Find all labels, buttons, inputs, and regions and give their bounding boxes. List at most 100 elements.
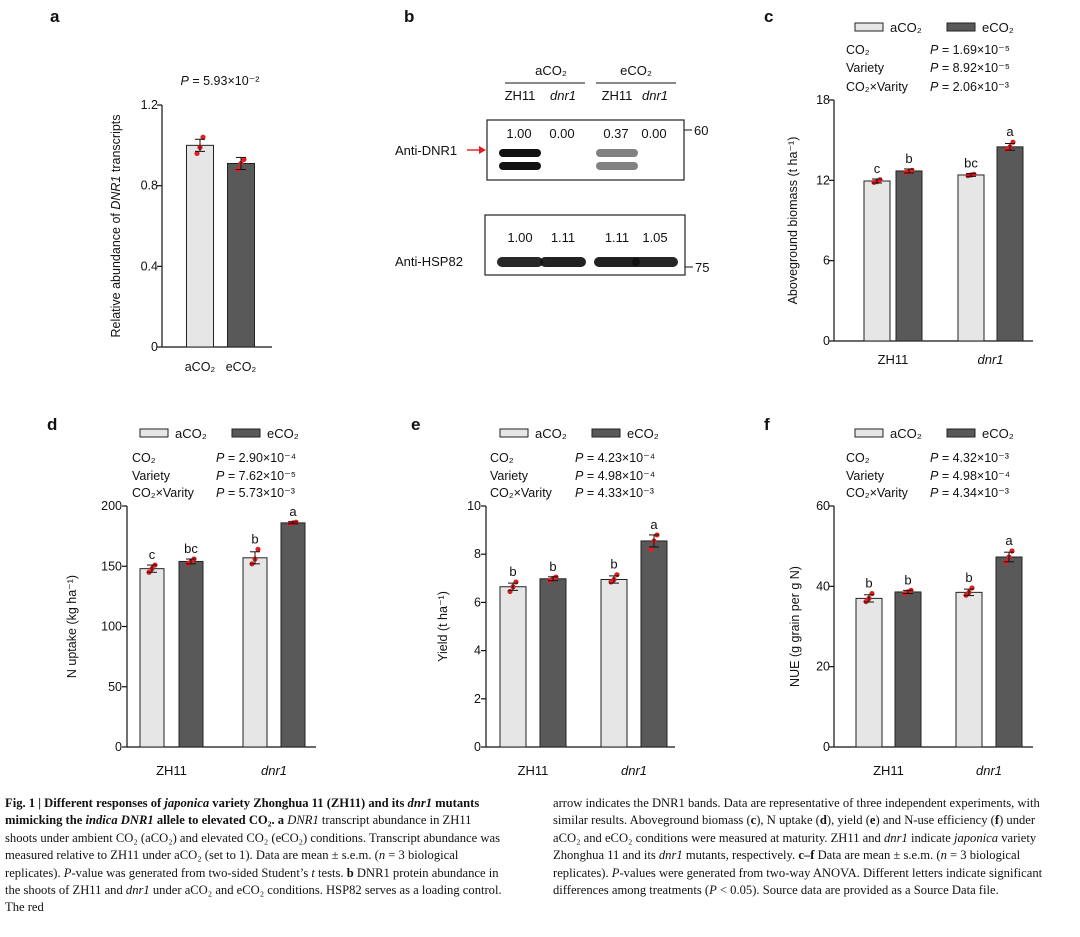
caption-run: t [311, 865, 315, 880]
caption-run: f [994, 813, 1000, 828]
bar-dnr1-eco2 [996, 146, 1024, 342]
legend-swatch-aco2 [854, 22, 884, 32]
caption-run: DNR1 protein abundance in the shoots of … [5, 865, 499, 898]
bar-dnr1-eco2 [995, 556, 1023, 748]
blot-dnr1-value: 0.00 [641, 126, 666, 141]
stat-p-text: = 5.73×10⁻³ [224, 486, 295, 500]
caption-paragraph-right: arrow indicates the DNR1 bands. Data are… [553, 795, 1063, 899]
stat-p-symbol: P [930, 61, 939, 75]
legend: aCO₂ eCO₂ [854, 426, 1014, 441]
p-value-label: P = 5.93×10⁻² [181, 74, 260, 88]
bar-dnr1-eco2 [280, 522, 306, 748]
stat-p-text: = 1.69×10⁻⁵ [938, 43, 1010, 57]
stat-p-symbol: P [575, 486, 584, 500]
caption-run: japonica [164, 796, 210, 810]
stat-p-value: P = 4.98×10⁻⁴ [930, 469, 1010, 483]
significance-letter: c [874, 161, 881, 176]
y-tick-label: 2 [474, 692, 481, 706]
caption-run: ) and N-use efficiency ( [875, 813, 995, 828]
panel-f-chart: 0 20 40 60 NUE (g grain per g N) aCO₂ eCO₂ CO₂ P… [788, 426, 1033, 778]
bar-dnr1-aco2 [600, 579, 628, 748]
legend-swatch-eco2 [946, 22, 976, 32]
stat-factor-label: CO₂×Varity [132, 486, 195, 500]
significance-letter: b [965, 570, 972, 585]
caption-run: dnr1 [884, 830, 908, 845]
caption-run: variety Zhonghua 11 and its [553, 830, 1037, 863]
bar-zh11-aco2 [863, 180, 891, 342]
caption-paragraph-left: Fig. 1 | Different responses of japonica… [5, 795, 505, 917]
blot-hsp82-value: 1.05 [642, 230, 667, 245]
stat-factor-label: Variety [846, 61, 885, 75]
caption-run: allele to elevated CO₂. [153, 813, 278, 828]
blot-hsp82-value: 1.00 [507, 230, 532, 245]
significance-letter: b [904, 572, 911, 587]
legend-swatch-eco2 [231, 428, 261, 438]
stat-p-text: = 7.62×10⁻⁵ [224, 469, 296, 483]
stat-p-text: = 8.92×10⁻⁵ [938, 61, 1010, 75]
bar-zh11-eco2 [178, 560, 204, 748]
y-tick-label: 0 [823, 334, 830, 348]
y-tick-label: 10 [467, 499, 481, 513]
blot-band [499, 149, 541, 157]
caption-run: P [709, 883, 717, 898]
y-tick-label: 1.2 [141, 98, 158, 112]
data-point [869, 590, 875, 597]
bar-dnr1-aco2 [955, 591, 983, 748]
stat-p-value: P = 4.32×10⁻³ [930, 451, 1009, 465]
x-category-label: eCO₂ [226, 360, 257, 374]
blot-band [540, 257, 586, 267]
stat-p-value: P = 4.23×10⁻⁴ [575, 451, 655, 465]
stat-p-symbol: P [930, 43, 939, 57]
blot-dnr1-value: 1.00 [506, 126, 531, 141]
y-axis-label: NUE (g grain per g N) [788, 566, 802, 687]
stat-p-value: P = 4.33×10⁻³ [575, 486, 654, 500]
blot-marker-60: 60 [694, 123, 708, 138]
legend-swatch-eco2 [946, 428, 976, 438]
caption-run: dnr1 [658, 848, 683, 863]
stat-p-value: P = 7.62×10⁻⁵ [216, 469, 296, 483]
legend-label-aco2: aCO₂ [175, 426, 207, 441]
stat-factor-label: CO₂ [846, 43, 870, 57]
data-point [255, 546, 261, 552]
figure-caption-right: arrow indicates the DNR1 bands. Data are… [553, 795, 1063, 899]
significance-letter: b [549, 559, 556, 574]
blot-dnr1-value: 0.00 [549, 126, 574, 141]
x-group-label: ZH11 [873, 763, 904, 778]
stat-factor-label: CO₂ [846, 451, 870, 465]
x-group-label: ZH11 [878, 352, 909, 367]
legend-swatch-aco2 [854, 428, 884, 438]
caption-run: n [378, 848, 386, 863]
legend: aCO₂ eCO₂ [499, 426, 659, 441]
p-value-symbol: P [181, 74, 190, 88]
panel-label-e: e [411, 415, 420, 434]
stat-factor-label: CO₂×Varity [490, 486, 553, 500]
y-tick-label: 150 [101, 559, 122, 573]
stat-factor-label: CO₂×Varity [846, 486, 909, 500]
figure-caption-left: Fig. 1 | Different responses of japonica… [5, 795, 505, 917]
y-axis-label: Aboveground biomass (t ha⁻¹) [786, 137, 800, 305]
y-tick-label: 0.8 [141, 179, 158, 193]
stat-p-value: P = 1.69×10⁻⁵ [930, 43, 1010, 57]
caption-run: DNR1 [287, 813, 319, 828]
y-tick-label: 4 [474, 644, 481, 658]
data-point [877, 177, 883, 183]
legend-label-eco2: eCO₂ [982, 20, 1014, 35]
stat-p-text: = 4.34×10⁻³ [938, 486, 1009, 500]
y-tick-label: 0 [474, 740, 481, 754]
y-tick-label: 50 [108, 680, 122, 694]
blot-hsp82-value: 1.11 [605, 230, 629, 245]
panel-label-d: d [47, 415, 57, 434]
y-tick-label: 20 [816, 660, 830, 674]
legend-label-eco2: eCO₂ [267, 426, 299, 441]
bar-zh11-aco2 [139, 568, 165, 748]
stat-factor-label: Variety [490, 469, 529, 483]
blot-lane-label: dnr1 [550, 88, 576, 103]
x-group-label: dnr1 [261, 763, 287, 778]
y-tick-label: 0 [823, 740, 830, 754]
blot-lane-label: ZH11 [602, 88, 633, 103]
stat-factor-label: CO₂ [132, 451, 156, 465]
y-tick-label: 0 [151, 340, 158, 354]
caption-run: ), N uptake ( [756, 813, 820, 828]
stat-p-symbol: P [575, 451, 584, 465]
y-axis-label-part: N uptake (kg ha⁻¹) [65, 575, 79, 678]
